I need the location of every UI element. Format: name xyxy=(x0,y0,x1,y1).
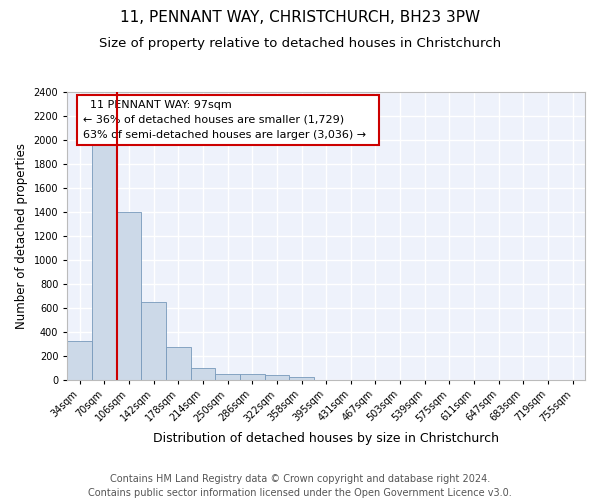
Bar xyxy=(166,346,191,380)
Bar xyxy=(215,374,240,380)
Bar xyxy=(116,212,141,380)
Bar xyxy=(141,302,166,380)
Bar xyxy=(67,340,92,380)
Y-axis label: Number of detached properties: Number of detached properties xyxy=(15,142,28,328)
Bar xyxy=(265,375,289,380)
Bar xyxy=(240,374,265,380)
Text: 11, PENNANT WAY, CHRISTCHURCH, BH23 3PW: 11, PENNANT WAY, CHRISTCHURCH, BH23 3PW xyxy=(120,10,480,25)
Bar xyxy=(191,368,215,380)
Bar xyxy=(92,143,116,380)
Text: 11 PENNANT WAY: 97sqm
← 36% of detached houses are smaller (1,729)
63% of semi-d: 11 PENNANT WAY: 97sqm ← 36% of detached … xyxy=(83,100,373,140)
Bar xyxy=(289,376,314,380)
Text: Size of property relative to detached houses in Christchurch: Size of property relative to detached ho… xyxy=(99,38,501,51)
X-axis label: Distribution of detached houses by size in Christchurch: Distribution of detached houses by size … xyxy=(153,432,499,445)
Text: Contains HM Land Registry data © Crown copyright and database right 2024.
Contai: Contains HM Land Registry data © Crown c… xyxy=(88,474,512,498)
